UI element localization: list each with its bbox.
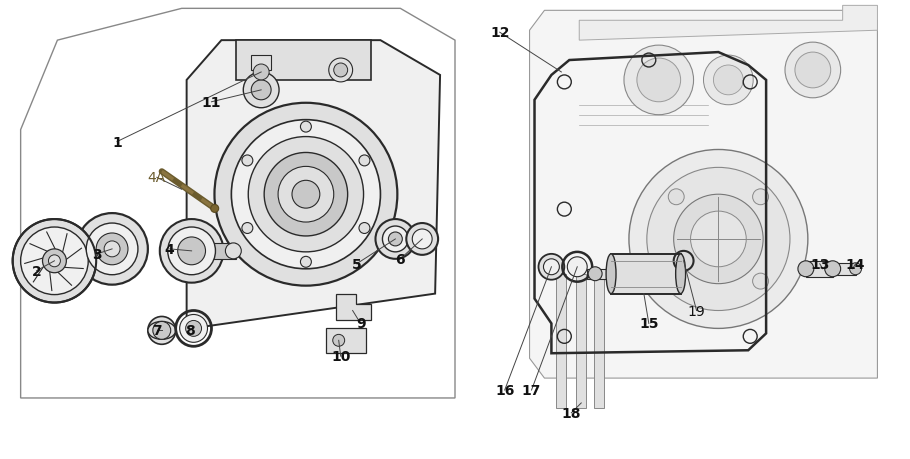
Circle shape xyxy=(264,153,348,236)
Circle shape xyxy=(251,81,271,101)
Circle shape xyxy=(753,190,769,205)
Circle shape xyxy=(691,212,746,267)
Circle shape xyxy=(785,43,841,99)
Text: 2: 2 xyxy=(32,264,42,278)
Text: 16: 16 xyxy=(495,383,514,397)
Polygon shape xyxy=(594,274,604,408)
Circle shape xyxy=(186,321,201,336)
Circle shape xyxy=(177,237,206,265)
Polygon shape xyxy=(237,41,370,81)
Text: 10: 10 xyxy=(331,349,350,364)
Circle shape xyxy=(382,227,409,252)
Text: 4: 4 xyxy=(165,242,175,256)
Polygon shape xyxy=(187,41,440,329)
Text: 19: 19 xyxy=(688,304,705,318)
Polygon shape xyxy=(576,274,586,408)
Polygon shape xyxy=(556,274,566,408)
Circle shape xyxy=(243,73,279,108)
Circle shape xyxy=(211,205,218,213)
Text: 12: 12 xyxy=(490,26,510,40)
Polygon shape xyxy=(336,294,370,321)
Circle shape xyxy=(637,59,681,102)
Circle shape xyxy=(824,261,841,277)
Polygon shape xyxy=(580,6,877,41)
Text: 7: 7 xyxy=(152,324,162,338)
Ellipse shape xyxy=(675,254,685,294)
Circle shape xyxy=(713,66,743,95)
Text: 4A: 4A xyxy=(147,171,166,185)
Circle shape xyxy=(86,224,138,275)
Circle shape xyxy=(48,255,60,267)
Text: 15: 15 xyxy=(639,317,659,330)
Text: 17: 17 xyxy=(521,383,541,397)
Text: 8: 8 xyxy=(185,324,195,338)
Circle shape xyxy=(412,230,432,249)
Circle shape xyxy=(798,261,814,277)
Circle shape xyxy=(292,181,319,209)
Polygon shape xyxy=(587,269,611,279)
Ellipse shape xyxy=(606,254,616,294)
Circle shape xyxy=(406,224,438,255)
Circle shape xyxy=(300,122,311,133)
Circle shape xyxy=(588,267,602,281)
Circle shape xyxy=(76,213,147,285)
Circle shape xyxy=(668,274,684,290)
Polygon shape xyxy=(611,254,681,294)
Circle shape xyxy=(359,156,369,167)
Circle shape xyxy=(329,59,352,83)
Circle shape xyxy=(253,65,269,81)
Circle shape xyxy=(278,167,334,223)
Circle shape xyxy=(624,46,693,116)
Polygon shape xyxy=(192,243,237,259)
Circle shape xyxy=(647,168,790,311)
Polygon shape xyxy=(835,263,855,275)
Text: 13: 13 xyxy=(810,257,830,271)
Circle shape xyxy=(242,156,253,167)
Circle shape xyxy=(21,228,88,295)
Text: 11: 11 xyxy=(202,95,221,110)
Circle shape xyxy=(13,219,96,303)
Circle shape xyxy=(333,335,345,347)
Circle shape xyxy=(359,223,369,234)
Polygon shape xyxy=(251,56,271,71)
Circle shape xyxy=(96,234,128,265)
Circle shape xyxy=(850,263,862,275)
Circle shape xyxy=(334,64,348,78)
Circle shape xyxy=(668,190,684,205)
Circle shape xyxy=(703,56,753,106)
Circle shape xyxy=(300,257,311,268)
Text: 6: 6 xyxy=(396,252,405,266)
Circle shape xyxy=(231,120,380,269)
Circle shape xyxy=(567,257,587,277)
Polygon shape xyxy=(806,261,833,277)
Circle shape xyxy=(147,317,176,345)
Polygon shape xyxy=(530,11,877,378)
Circle shape xyxy=(753,274,769,290)
Ellipse shape xyxy=(147,322,176,340)
Text: 3: 3 xyxy=(92,247,102,261)
Circle shape xyxy=(795,53,831,89)
Circle shape xyxy=(215,104,398,286)
Polygon shape xyxy=(326,329,366,353)
Circle shape xyxy=(539,254,564,280)
Circle shape xyxy=(543,259,560,275)
Text: 9: 9 xyxy=(356,317,366,330)
Circle shape xyxy=(153,322,171,340)
Circle shape xyxy=(248,137,364,252)
Circle shape xyxy=(179,315,207,342)
Circle shape xyxy=(376,219,415,259)
Text: 14: 14 xyxy=(845,257,865,271)
Circle shape xyxy=(104,241,120,257)
Circle shape xyxy=(629,150,808,329)
Circle shape xyxy=(167,228,216,275)
Circle shape xyxy=(43,249,66,273)
Circle shape xyxy=(242,223,253,234)
Circle shape xyxy=(160,219,224,283)
Text: 5: 5 xyxy=(352,257,361,271)
Circle shape xyxy=(389,232,402,246)
Circle shape xyxy=(226,243,241,259)
Circle shape xyxy=(673,195,763,284)
Text: 18: 18 xyxy=(561,406,581,420)
Text: 1: 1 xyxy=(112,135,122,149)
